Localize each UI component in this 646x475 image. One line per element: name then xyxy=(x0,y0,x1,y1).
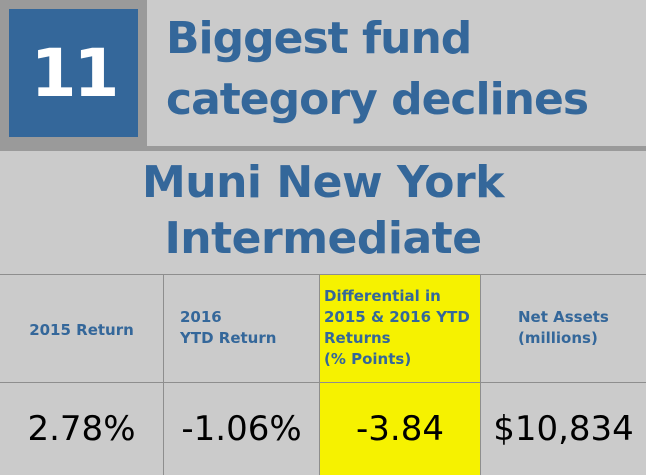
fund-category-title: Muni New York Intermediate xyxy=(142,157,504,264)
rank-frame: 11 xyxy=(0,0,147,146)
rank-number: 11 xyxy=(30,34,120,112)
value-differential: -3.84 xyxy=(356,409,444,449)
table-column-divider xyxy=(319,274,320,475)
value-2016-ytd-return: -1.06% xyxy=(181,409,302,449)
header-differential: Differential in 2015 & 2016 YTD Returns … xyxy=(324,287,470,368)
header-2016-ytd-return: 2016 YTD Return xyxy=(180,308,277,347)
table-column-divider xyxy=(163,274,164,475)
header-divider xyxy=(0,146,646,151)
table-column-divider xyxy=(480,274,481,475)
returns-table: 2015 Return 2016 YTD Return Differential… xyxy=(0,274,646,475)
table-top-border xyxy=(0,274,646,275)
differential-column-highlight xyxy=(319,274,480,475)
value-net-assets: $10,834 xyxy=(493,409,634,449)
header-2015-return: 2015 Return xyxy=(29,320,134,339)
page-title: Biggest fund category declines xyxy=(166,13,589,125)
header: 11 Biggest fund category declines xyxy=(0,0,646,148)
header-net-assets: Net Assets (millions) xyxy=(518,308,609,347)
value-2015-return: 2.78% xyxy=(27,409,136,449)
rank-badge: 11 xyxy=(9,9,138,137)
table-row-divider xyxy=(0,382,646,383)
